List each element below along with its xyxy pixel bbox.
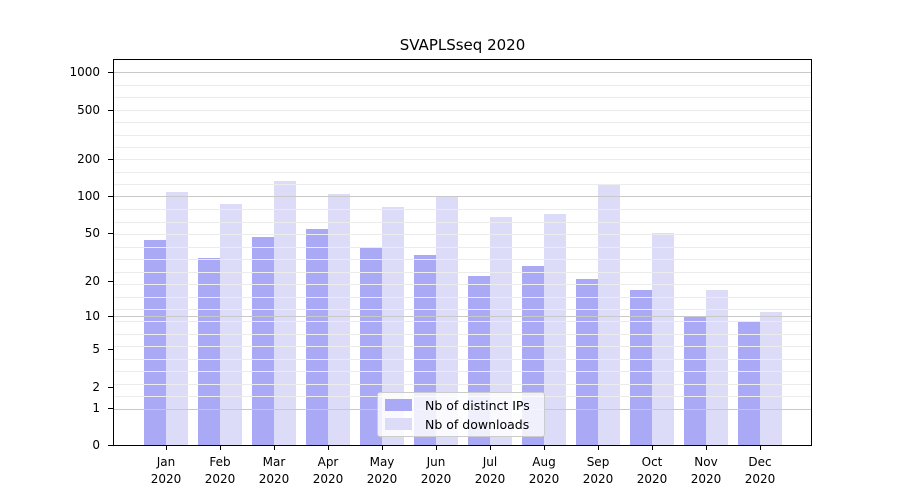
x-axis-tick-label: Mar 2020 bbox=[258, 455, 290, 486]
minor-gridline bbox=[114, 122, 811, 123]
x-axis-tick-label: Jun 2020 bbox=[420, 455, 452, 486]
bar-downloads-apr bbox=[328, 194, 350, 445]
x-axis-tick bbox=[598, 446, 599, 450]
x-axis-tick bbox=[490, 446, 491, 450]
y-axis-tick-label: 20 bbox=[84, 274, 100, 289]
x-axis-tick bbox=[328, 446, 329, 450]
minor-gridline bbox=[114, 184, 811, 186]
x-axis-tick bbox=[652, 446, 653, 450]
x-axis-tick bbox=[760, 446, 761, 450]
y-axis-tick-label: 50 bbox=[84, 226, 100, 241]
legend-label-downloads: Nb of downloads bbox=[425, 416, 530, 432]
legend: Nb of distinct IPs Nb of downloads bbox=[377, 392, 545, 437]
legend-label-distinct-ips: Nb of distinct IPs bbox=[425, 397, 530, 413]
y-axis-tick-label: 1000 bbox=[69, 65, 100, 80]
legend-swatch-downloads bbox=[385, 418, 412, 430]
x-axis-tick bbox=[706, 446, 707, 450]
bar-downloads-jan bbox=[166, 191, 188, 445]
y-axis-tick bbox=[108, 408, 114, 410]
bar-downloads-feb bbox=[220, 203, 242, 445]
legend-item-distinct-ips: Nb of distinct IPs bbox=[385, 398, 544, 413]
minor-gridline bbox=[114, 209, 811, 211]
y-axis-tick bbox=[108, 316, 114, 318]
plot-area: 0 1 2 5 10 20 50 100 200 500 1000 Jan 2020 Feb 2020 M… bbox=[69, 59, 812, 486]
y-axis-tick bbox=[108, 349, 114, 351]
y-axis-tick-label: 500 bbox=[77, 102, 100, 117]
minor-gridline bbox=[114, 109, 811, 111]
bar-downloads-oct bbox=[652, 233, 674, 445]
y-axis-tick bbox=[108, 281, 114, 283]
x-axis-tick-label: Feb 2020 bbox=[204, 455, 236, 486]
legend-item-downloads: Nb of downloads bbox=[385, 417, 544, 432]
y-axis-tick-label: 1 bbox=[92, 401, 100, 416]
bar-distinct-ips-apr bbox=[306, 229, 328, 445]
chart-title: SVAPLSseq 2020 bbox=[399, 36, 526, 54]
bar-downloads-mar bbox=[274, 180, 296, 445]
x-axis-tick bbox=[166, 446, 167, 450]
y-axis-tick bbox=[108, 233, 114, 235]
minor-gridline bbox=[114, 246, 811, 248]
bar-distinct-ips-jan bbox=[144, 240, 166, 445]
y-axis-tick-label: 0 bbox=[92, 438, 100, 452]
bar-distinct-ips-sep bbox=[576, 278, 598, 445]
bar-downloads-aug bbox=[544, 213, 566, 445]
x-axis-tick bbox=[220, 446, 221, 450]
minor-gridline bbox=[114, 147, 811, 148]
x-axis-tick-label: Jan 2020 bbox=[150, 455, 182, 486]
bar-distinct-ips-dec bbox=[738, 321, 760, 445]
x-axis-tick bbox=[544, 446, 545, 450]
y-axis-tick bbox=[108, 386, 114, 388]
x-axis-tick bbox=[436, 446, 437, 450]
bar-distinct-ips-oct bbox=[630, 289, 652, 445]
bar-distinct-ips-feb bbox=[198, 258, 220, 445]
minor-gridline bbox=[114, 234, 811, 236]
minor-gridline bbox=[114, 134, 811, 136]
y-axis-tick bbox=[108, 196, 114, 198]
y-axis-tick-label: 200 bbox=[77, 152, 100, 167]
x-axis-tick-label: Nov 2020 bbox=[690, 455, 722, 486]
x-axis-tick bbox=[274, 446, 275, 450]
legend-swatch-distinct-ips bbox=[385, 399, 412, 411]
x-axis-tick-label: May 2020 bbox=[366, 455, 398, 486]
major-gridline bbox=[114, 196, 811, 198]
bar-downloads-may bbox=[382, 206, 404, 445]
bar-downloads-jul bbox=[490, 216, 512, 445]
x-axis-tick-label: Dec 2020 bbox=[744, 455, 776, 486]
y-axis-tick bbox=[108, 72, 114, 74]
x-axis-tick-label: Apr 2020 bbox=[312, 455, 344, 486]
y-axis-tick bbox=[108, 109, 114, 111]
minor-gridline bbox=[114, 84, 811, 86]
y-axis-tick-label: 10 bbox=[84, 309, 100, 324]
y-axis-tick bbox=[108, 445, 114, 446]
bar-distinct-ips-nov bbox=[684, 316, 706, 445]
minor-gridline bbox=[114, 97, 811, 99]
y-axis-tick-label: 2 bbox=[92, 379, 100, 394]
y-axis-tick-label: 5 bbox=[92, 342, 100, 357]
x-axis-tick-label: Oct 2020 bbox=[636, 455, 668, 486]
x-axis-tick-label: Sep 2020 bbox=[582, 455, 614, 486]
x-axis-tick-label: Jul 2020 bbox=[474, 455, 506, 486]
minor-gridline bbox=[114, 159, 811, 161]
y-axis-tick bbox=[108, 159, 114, 161]
bar-distinct-ips-mar bbox=[252, 236, 274, 445]
bar-downloads-nov bbox=[706, 289, 728, 445]
bar-downloads-sep bbox=[598, 184, 620, 445]
bar-downloads-jun bbox=[436, 196, 458, 445]
y-axis-tick-label: 100 bbox=[77, 189, 100, 204]
major-gridline bbox=[114, 72, 811, 74]
bar-downloads-dec bbox=[760, 311, 782, 445]
x-axis-tick bbox=[382, 446, 383, 450]
minor-gridline bbox=[114, 221, 811, 223]
x-axis-tick-label: Aug 2020 bbox=[528, 455, 560, 486]
minor-gridline bbox=[114, 171, 811, 173]
